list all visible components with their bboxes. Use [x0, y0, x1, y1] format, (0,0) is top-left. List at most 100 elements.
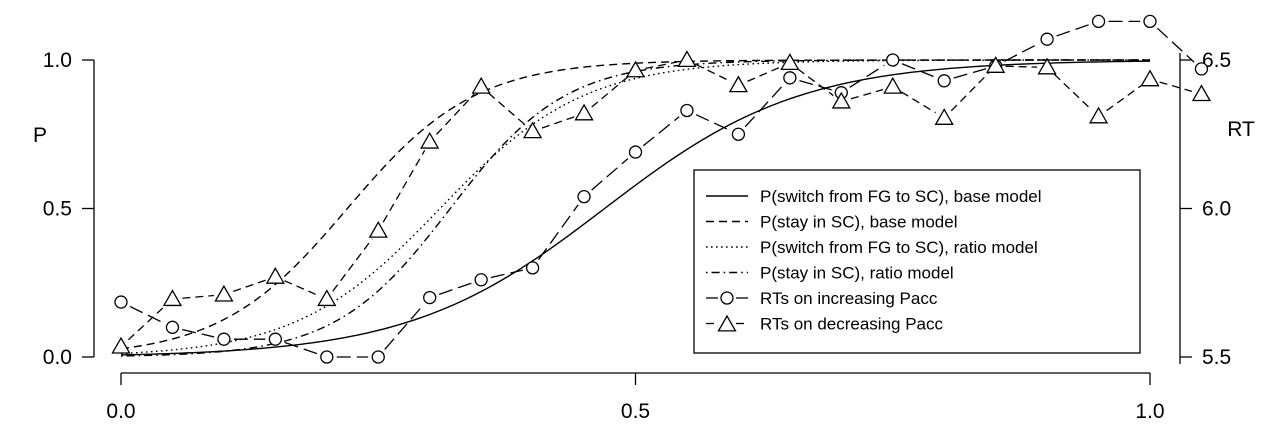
data-point: [783, 71, 797, 85]
legend: P(switch from FG to SC), base model P(sta…: [693, 169, 1141, 354]
data-point: [371, 350, 385, 364]
series-segment: [541, 116, 575, 129]
series-segment: [129, 305, 164, 324]
series-segment: [695, 63, 730, 82]
legend-item: RTs on increasing Pacc: [706, 289, 938, 308]
series-segment: [747, 66, 781, 82]
series-5: [114, 14, 1209, 364]
series-segment: [488, 92, 526, 126]
data-point: [886, 53, 900, 67]
data-point: [1037, 57, 1057, 75]
data-point: [368, 220, 388, 238]
series-segment: [233, 279, 267, 292]
legend-box: [693, 169, 1141, 354]
legend-item: P(switch from FG to SC), base model: [706, 187, 1042, 206]
series-segment: [695, 114, 730, 131]
series-segment: [436, 93, 475, 135]
data-point: [474, 273, 488, 287]
data-point: [986, 56, 1006, 73]
series-segment: [591, 76, 629, 108]
series-segment: [1005, 65, 1038, 68]
series-segment: [1106, 84, 1143, 112]
series-segment: [953, 68, 987, 79]
y2-tick-label: 6.5: [1202, 49, 1231, 72]
series-segment: [182, 294, 214, 299]
y2-tick-label: 6.0: [1202, 198, 1231, 221]
legend-marker: [720, 291, 734, 305]
data-point: [677, 50, 697, 68]
series-segment: [799, 79, 832, 91]
x-tick-label: 1.0: [1135, 400, 1164, 423]
y2-tick-label: 5.5: [1202, 346, 1231, 369]
series-segment: [849, 64, 885, 88]
legend-label: P(stay in SC), base model: [760, 213, 957, 232]
series-4: [120, 59, 1150, 357]
data-point: [1091, 14, 1106, 29]
data-point: [265, 266, 285, 284]
series-segment: [284, 341, 318, 355]
data-point: [525, 261, 540, 275]
axes: 0.0 0.5 1.0 0.0 0.5 1.0 5.5 6.0 6.5: [43, 49, 1231, 423]
data-point: [420, 131, 440, 149]
data-point: [625, 60, 646, 78]
data-point: [577, 189, 591, 204]
data-point: [214, 284, 234, 302]
legend-label: P(switch from FG to SC), base model: [760, 187, 1042, 206]
series-segment: [332, 238, 373, 292]
series-segment: [850, 88, 884, 100]
series-segment: [490, 269, 524, 279]
data-point: [423, 290, 437, 305]
data-point: [114, 295, 128, 309]
series-segment: [901, 63, 936, 78]
y-axis-title: P: [33, 124, 47, 147]
data-point: [1088, 106, 1109, 124]
data-point: [1040, 32, 1054, 46]
data-point: [680, 103, 694, 118]
data-point: [731, 127, 746, 141]
series-segment: [900, 91, 936, 114]
legend-item: P(stay in SC), base model: [706, 213, 957, 232]
legend-label: RTs on increasing Pacc: [760, 289, 938, 308]
data-point: [522, 121, 543, 139]
legend-item: P(stay in SC), ratio model: [706, 264, 954, 283]
data-point: [320, 350, 334, 364]
series-segment: [438, 282, 472, 295]
data-point: [1143, 14, 1157, 29]
data-point: [728, 75, 749, 93]
series-segment: [384, 304, 424, 350]
data-point: [1191, 84, 1212, 102]
series-segment: [1159, 81, 1193, 93]
data-point: [217, 332, 231, 346]
series-segment: [1053, 73, 1092, 111]
data-point: [574, 103, 594, 121]
x-tick-label: 0.0: [106, 400, 135, 423]
data-point: [934, 108, 954, 125]
series-segment: [537, 204, 579, 261]
data-point: [162, 289, 183, 307]
series-6: [111, 50, 1212, 354]
legend-label: P(stay in SC), ratio model: [760, 264, 954, 283]
legend-item: RTs on decreasing Pacc: [706, 315, 944, 334]
legend-marker: [717, 314, 737, 332]
series-segment: [182, 328, 215, 338]
data-point: [317, 289, 337, 307]
data-point: [165, 320, 180, 334]
series-segment: [382, 150, 426, 223]
data-point: [831, 91, 851, 109]
series-segment: [797, 68, 834, 97]
plot-area: [111, 14, 1212, 364]
y-tick-label: 0.5: [43, 198, 72, 221]
data-point: [780, 53, 800, 70]
data-point: [268, 332, 283, 346]
y-tick-label: 0.0: [43, 346, 72, 369]
data-point: [1140, 69, 1160, 87]
series-segment: [642, 116, 680, 147]
data-point: [883, 76, 903, 94]
series-segment: [744, 84, 784, 128]
data-point: [1194, 62, 1209, 76]
series-segment: [950, 72, 990, 112]
series-segment: [127, 305, 166, 341]
series-segment: [645, 61, 678, 70]
series-segment: [1056, 24, 1090, 37]
